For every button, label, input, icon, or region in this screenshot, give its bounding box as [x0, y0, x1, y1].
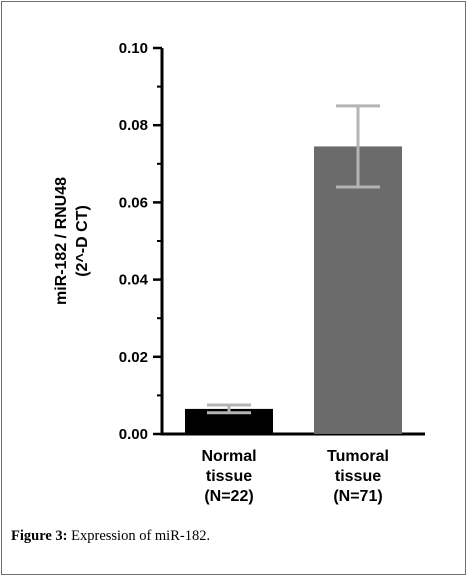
bars [185, 146, 402, 434]
y-axis-title: miR-182 / RNU48 (2^-D CT) [53, 177, 91, 305]
y-axis-title-line: (2^-D CT) [74, 205, 91, 277]
y-tick-label: 0.10 [119, 40, 148, 57]
error-bars [207, 104, 380, 415]
caption-label: Figure 3: [11, 528, 68, 544]
y-axis-title: miR-182 / RNU48 (2^-D CT) [53, 177, 91, 305]
y-tick-label: 0.00 [119, 426, 148, 443]
y-axis-title-group: miR-182 / RNU48 (2^-D CT) [53, 177, 91, 305]
category-label-line: (N=71) [333, 488, 382, 505]
category-label-line: tissue [335, 468, 381, 485]
y-tick-label: 0.04 [119, 272, 149, 289]
category-labels: Normal tissue (N=22) Tumoral tissue (N=71) [201, 448, 389, 505]
category-label-line: tissue [206, 468, 252, 485]
category-label-line: Normal [201, 448, 256, 465]
category-label: Normal tissue (N=22) [201, 448, 256, 505]
category-label-line: Tumoral [327, 448, 389, 465]
category-label: Tumoral tissue (N=71) [327, 448, 389, 505]
y-ticks: 0.00 0.02 0.04 0.06 0.08 0.10 [119, 40, 162, 443]
y-axis-title-line: miR-182 / RNU48 [53, 177, 70, 305]
y-tick-label: 0.06 [119, 194, 148, 211]
bar-chart: 0.00 0.02 0.04 0.06 0.08 0.10 Normal tissue (N=… [53, 40, 425, 505]
figure-caption: Figure 3: Expression of miR-182. [11, 528, 210, 545]
y-tick-label: 0.02 [119, 349, 148, 366]
caption-text: Expression of miR-182. [71, 528, 211, 544]
y-tick-label: 0.08 [119, 117, 148, 134]
bar [314, 146, 402, 434]
category-label-line: (N=22) [204, 488, 253, 505]
